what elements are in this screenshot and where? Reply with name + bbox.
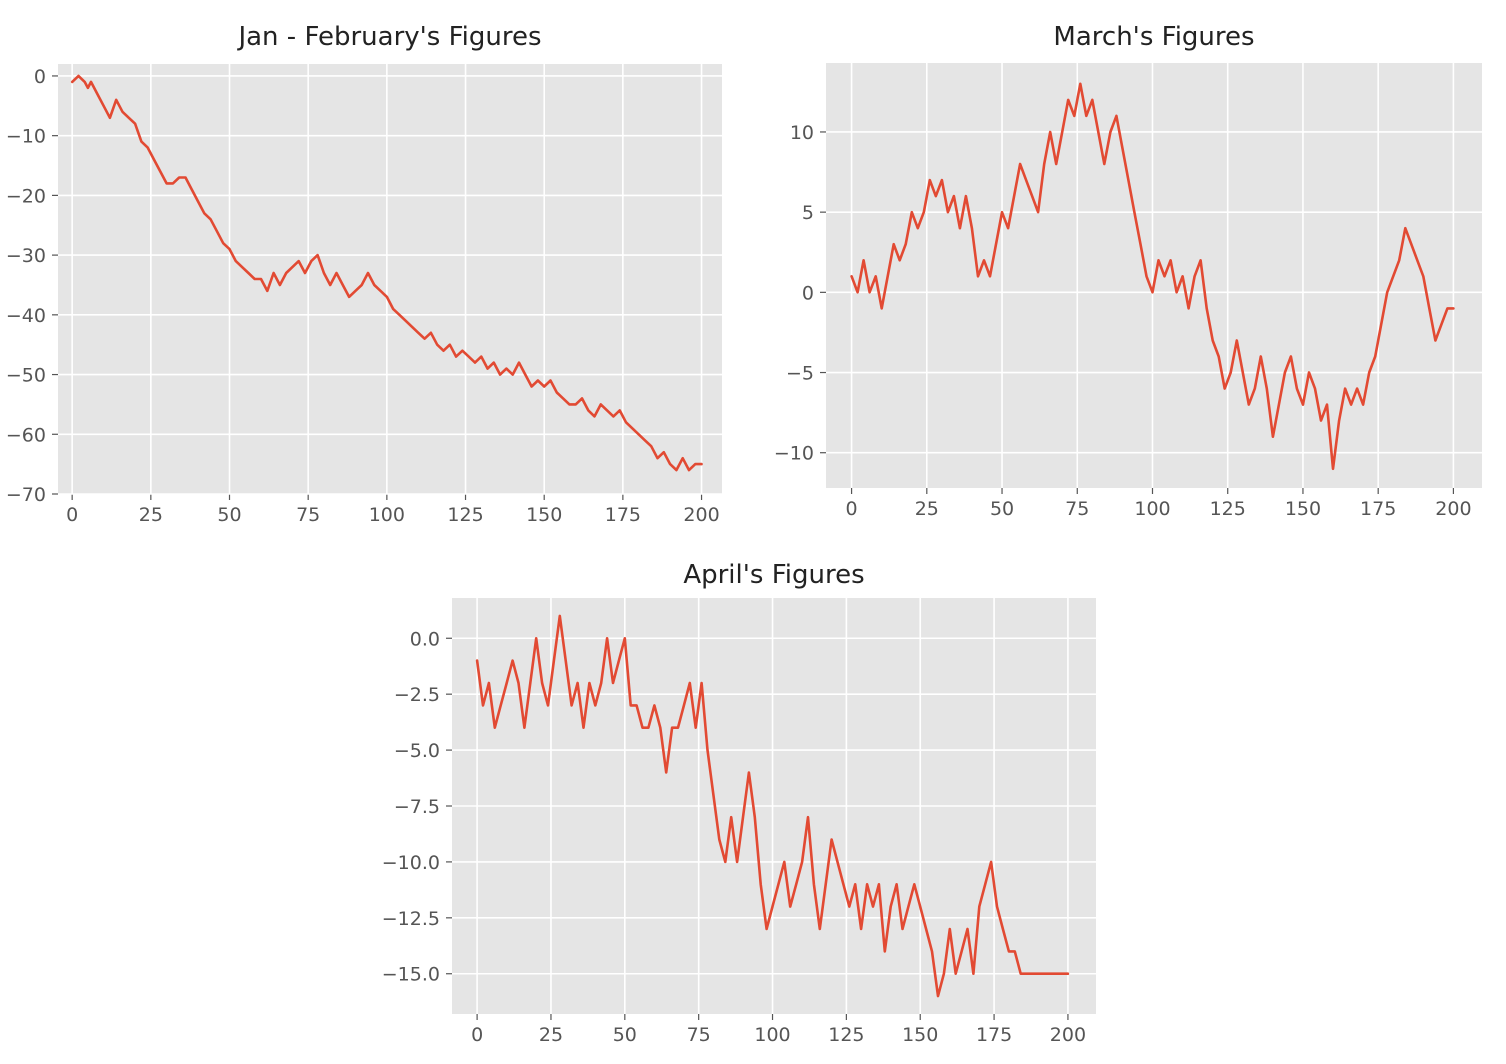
chart-title: April's Figures	[683, 560, 865, 590]
chart-panel-jan-feb: Jan - February's Figures 0 25 50 75 100 125 15…	[0, 0, 740, 540]
series-line	[475, 614, 1070, 998]
x-tick-label: 125	[828, 1024, 864, 1046]
y-tick-label: −15.0	[382, 964, 440, 986]
y-tick-label: −60	[6, 424, 46, 446]
chart-panel-april: April's Figures 0 25 50 75 100 125 150 175 200 0.…	[360, 540, 1120, 1064]
y-tick-label: −5.0	[394, 740, 440, 762]
y-tick-label: −5	[786, 363, 814, 385]
x-tick-label: 200	[1050, 1024, 1086, 1046]
y-tick-label: −2.5	[394, 684, 440, 706]
x-tick-label: 175	[605, 504, 641, 526]
y-tick-label: −10	[6, 126, 46, 148]
series-line	[70, 74, 703, 472]
x-tick-label: 100	[1134, 498, 1170, 520]
x-tick-label: 25	[139, 504, 163, 526]
y-tick-label: −70	[6, 484, 46, 506]
chart-title: Jan - February's Figures	[238, 22, 542, 52]
x-tick-label: 50	[217, 504, 241, 526]
x-tick-label: 0	[66, 504, 78, 526]
x-tick-label: 0	[846, 498, 858, 520]
x-tick-label: 25	[539, 1024, 563, 1046]
x-tick-label: 200	[683, 504, 719, 526]
y-tick-label: −7.5	[394, 796, 440, 818]
x-tick-label: 25	[915, 498, 939, 520]
chart-panel-march: March's Figures 0 25 50 75 100 125 150 175 200 10…	[740, 0, 1506, 540]
y-tick-label: −10.0	[382, 852, 440, 874]
y-tick-label: −30	[6, 245, 46, 267]
y-tick-label: 0	[802, 282, 814, 304]
x-tick-label: 50	[990, 498, 1014, 520]
chart-plot: 0 25 50 75 100 125 150 175 200 0 −10 −20 −30 −40 −50 −6…	[6, 64, 722, 526]
y-tick-label: 10	[790, 122, 814, 144]
x-tick-label: 75	[296, 504, 320, 526]
chart-title: March's Figures	[1053, 22, 1255, 52]
x-tick-label: 125	[1210, 498, 1246, 520]
x-tick-label: 150	[1285, 498, 1321, 520]
chart-plot: 0 25 50 75 100 125 150 175 200 0.0 −2.5 −5.0 −7.5 −10…	[382, 598, 1096, 1046]
y-tick-label: −12.5	[382, 908, 440, 930]
plot-background	[826, 63, 1482, 488]
x-tick-label: 175	[1360, 498, 1396, 520]
x-tick-label: 50	[613, 1024, 637, 1046]
x-tick-label: 100	[754, 1024, 790, 1046]
x-tick-label: 150	[526, 504, 562, 526]
series-line	[850, 82, 1455, 471]
y-tick-label: 0.0	[410, 628, 440, 650]
y-tick-label: −40	[6, 305, 46, 327]
y-tick-label: 5	[802, 202, 814, 224]
y-tick-label: −50	[6, 365, 46, 387]
x-tick-label: 200	[1435, 498, 1471, 520]
x-tick-label: 0	[471, 1024, 483, 1046]
x-tick-label: 100	[369, 504, 405, 526]
x-tick-label: 175	[976, 1024, 1012, 1046]
x-tick-label: 75	[1065, 498, 1089, 520]
y-tick-label: 0	[34, 66, 46, 88]
x-tick-label: 75	[687, 1024, 711, 1046]
x-tick-label: 150	[902, 1024, 938, 1046]
y-tick-label: −10	[774, 443, 814, 465]
x-tick-label: 125	[447, 504, 483, 526]
y-tick-label: −20	[6, 185, 46, 207]
